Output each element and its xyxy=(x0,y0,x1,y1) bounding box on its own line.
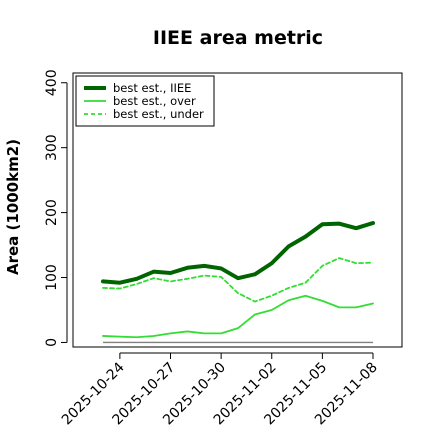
x-axis: 2025-10-242025-10-272025-10-302025-11-02… xyxy=(59,352,381,428)
series-line-iiee xyxy=(101,220,375,285)
series-line-over xyxy=(102,294,374,339)
y-tick-label: 0 xyxy=(44,338,60,347)
plot-frame xyxy=(72,72,403,348)
series-line-under xyxy=(102,257,374,303)
chart-title: IIEE area metric xyxy=(153,27,323,49)
y-tick-label: 300 xyxy=(44,134,60,161)
y-tick-label: 400 xyxy=(44,69,60,96)
legend-label-iiee: best est., IIEE xyxy=(113,81,191,95)
y-axis: 0 100 200 300 400 xyxy=(44,69,68,347)
y-axis-label: Area (1000km2) xyxy=(4,139,22,275)
legend-label-under: best est., under xyxy=(113,107,204,121)
legend: best est., IIEE best est., over best est… xyxy=(75,75,215,127)
y-tick-label: 200 xyxy=(44,199,60,226)
series-layer xyxy=(101,220,375,339)
legend-label-over: best est., over xyxy=(113,94,196,108)
y-tick-label: 100 xyxy=(44,264,60,291)
